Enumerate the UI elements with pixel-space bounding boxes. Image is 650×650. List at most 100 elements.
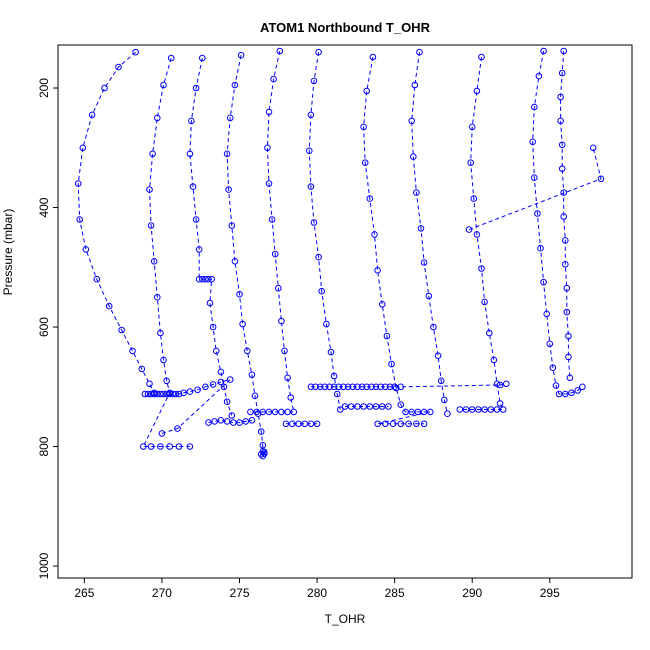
data-point — [268, 216, 276, 223]
data-point — [278, 317, 285, 325]
data-point — [499, 406, 507, 413]
data-point — [382, 383, 389, 391]
x-tick-label: 275 — [229, 586, 249, 600]
data-point — [174, 425, 181, 432]
data-point — [597, 175, 605, 183]
data-point — [385, 403, 392, 410]
series-line-profile-5 — [226, 55, 266, 457]
data-point — [557, 93, 564, 101]
data-point — [382, 420, 389, 428]
data-point — [147, 390, 155, 398]
data-point — [160, 81, 167, 89]
data-point — [315, 48, 322, 56]
data-point — [475, 406, 482, 413]
data-point — [231, 258, 239, 265]
x-tick-label: 290 — [462, 586, 482, 600]
data-point — [568, 389, 575, 397]
y-axis-label: Pressure (mbar) — [1, 208, 15, 296]
data-point — [374, 267, 381, 274]
data-point — [411, 81, 419, 89]
data-point — [333, 390, 341, 398]
data-point — [154, 293, 161, 301]
data-point — [167, 54, 175, 62]
data-point — [220, 383, 228, 391]
data-point — [579, 383, 586, 391]
data-point — [537, 244, 544, 252]
data-point — [344, 383, 352, 391]
data-point — [265, 180, 273, 187]
data-point — [437, 377, 445, 385]
data-point — [172, 390, 180, 398]
data-point — [478, 53, 485, 61]
data-point — [208, 275, 215, 283]
data-point — [236, 419, 243, 426]
data-point — [562, 261, 569, 268]
data-point — [327, 348, 335, 356]
data-point — [287, 394, 295, 401]
data-point — [270, 75, 277, 83]
data-point — [251, 392, 259, 400]
data-point — [230, 419, 237, 426]
data-point — [383, 332, 391, 340]
data-point — [105, 302, 113, 310]
data-point — [427, 408, 434, 416]
data-point — [371, 231, 378, 238]
data-point — [76, 216, 83, 223]
data-point — [391, 383, 398, 391]
data-point — [413, 189, 420, 196]
data-point — [223, 398, 231, 406]
data-point — [310, 77, 318, 85]
data-point — [416, 48, 423, 56]
data-point — [563, 308, 571, 316]
data-point — [562, 237, 569, 244]
data-point — [147, 222, 155, 229]
data-point — [565, 332, 572, 340]
data-point — [209, 323, 217, 331]
data-point — [307, 111, 315, 119]
data-point — [413, 420, 420, 428]
data-point — [366, 195, 374, 202]
data-point — [389, 420, 397, 428]
data-point — [546, 340, 554, 348]
data-point — [405, 420, 412, 428]
data-point — [192, 84, 200, 92]
data-point — [264, 144, 271, 152]
data-point — [374, 420, 381, 428]
data-point — [441, 396, 448, 404]
data-point — [465, 226, 473, 233]
data-point — [363, 383, 371, 391]
series-line-profile-11 — [459, 56, 505, 410]
data-point — [307, 420, 315, 428]
data-point — [141, 390, 149, 398]
data-point — [244, 347, 251, 355]
data-point — [259, 452, 267, 460]
data-point — [248, 417, 256, 424]
data-point — [468, 406, 476, 413]
data-point — [93, 275, 101, 283]
data-point — [420, 259, 428, 266]
series-line-profile-4 — [189, 57, 233, 416]
data-point — [150, 258, 158, 265]
data-point — [149, 150, 156, 158]
data-point — [115, 63, 122, 71]
data-point — [306, 147, 313, 155]
data-point — [340, 383, 347, 391]
data-point — [330, 383, 338, 391]
y-tick-label: 800 — [37, 436, 51, 456]
data-point — [540, 278, 547, 286]
data-point — [473, 231, 481, 238]
data-point — [205, 419, 212, 426]
x-axis-label: T_OHR — [324, 612, 366, 626]
data-point — [301, 420, 309, 428]
data-point — [225, 186, 232, 193]
data-point — [157, 390, 164, 398]
data-point — [408, 408, 416, 416]
data-point — [202, 275, 209, 283]
data-point — [481, 298, 488, 306]
data-point — [163, 377, 170, 385]
data-point — [175, 443, 183, 450]
data-point — [318, 287, 326, 295]
data-point — [372, 403, 380, 410]
data-point — [558, 69, 566, 77]
